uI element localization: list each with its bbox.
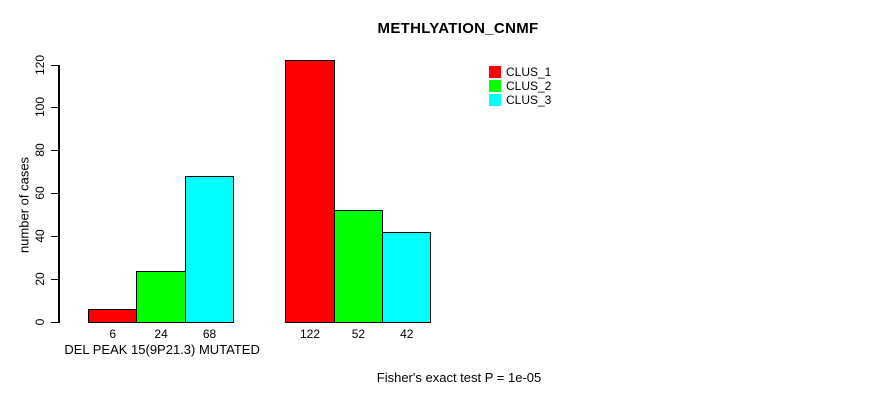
bar-clus_1-group2 bbox=[285, 60, 335, 323]
legend-label: CLUS_1 bbox=[506, 65, 552, 79]
y-axis-title: number of cases bbox=[16, 156, 32, 254]
y-tick-label: 0 bbox=[33, 318, 47, 326]
y-axis-tick bbox=[51, 193, 58, 195]
y-tick-label: 60 bbox=[33, 186, 47, 200]
bar-clus_3-group1 bbox=[184, 176, 235, 323]
y-tick-label: 120 bbox=[33, 54, 47, 75]
bar-value-label: 42 bbox=[400, 327, 414, 341]
bar-clus_1-group1 bbox=[88, 309, 138, 323]
bar-clus_2-group2 bbox=[333, 210, 384, 323]
y-axis-tick bbox=[51, 279, 58, 281]
y-tick-label: 100 bbox=[33, 97, 47, 118]
y-axis-tick bbox=[51, 150, 58, 152]
legend-swatch-icon bbox=[489, 66, 501, 78]
chart-title: METHLYATION_CNMF bbox=[377, 20, 539, 37]
y-axis-tick bbox=[51, 64, 58, 66]
legend-label: CLUS_3 bbox=[506, 93, 552, 107]
bar-clus_3-group2 bbox=[382, 231, 432, 323]
bar-value-label: 24 bbox=[154, 327, 168, 341]
bar-value-label: 6 bbox=[109, 327, 117, 341]
legend-item-clus_2: CLUS_2 bbox=[489, 79, 551, 93]
y-axis-tick bbox=[51, 322, 58, 323]
bar-value-label: 68 bbox=[202, 327, 217, 341]
y-tick-label: 80 bbox=[33, 143, 47, 158]
stat-annotation: Fisher's exact test P = 1e-05 bbox=[376, 370, 542, 385]
y-axis-tick bbox=[51, 107, 58, 109]
y-tick-label: 20 bbox=[33, 272, 47, 286]
y-axis-tick bbox=[51, 236, 58, 238]
legend-swatch-icon bbox=[489, 80, 501, 92]
x-category-label: DEL PEAK 15(9P21.3) MUTATED bbox=[64, 342, 260, 357]
legend-item-clus_3: CLUS_3 bbox=[489, 93, 551, 107]
legend-label: CLUS_2 bbox=[506, 79, 552, 93]
legend-item-clus_1: CLUS_1 bbox=[489, 65, 551, 79]
y-tick-label: 40 bbox=[33, 229, 47, 243]
bar-value-label: 52 bbox=[351, 327, 366, 341]
bar-value-label: 122 bbox=[299, 327, 321, 341]
bar-clus_2-group1 bbox=[136, 270, 186, 323]
legend: CLUS_1 CLUS_2 CLUS_3 bbox=[489, 65, 551, 107]
legend-swatch-icon bbox=[489, 94, 501, 106]
y-axis-line bbox=[58, 64, 60, 323]
